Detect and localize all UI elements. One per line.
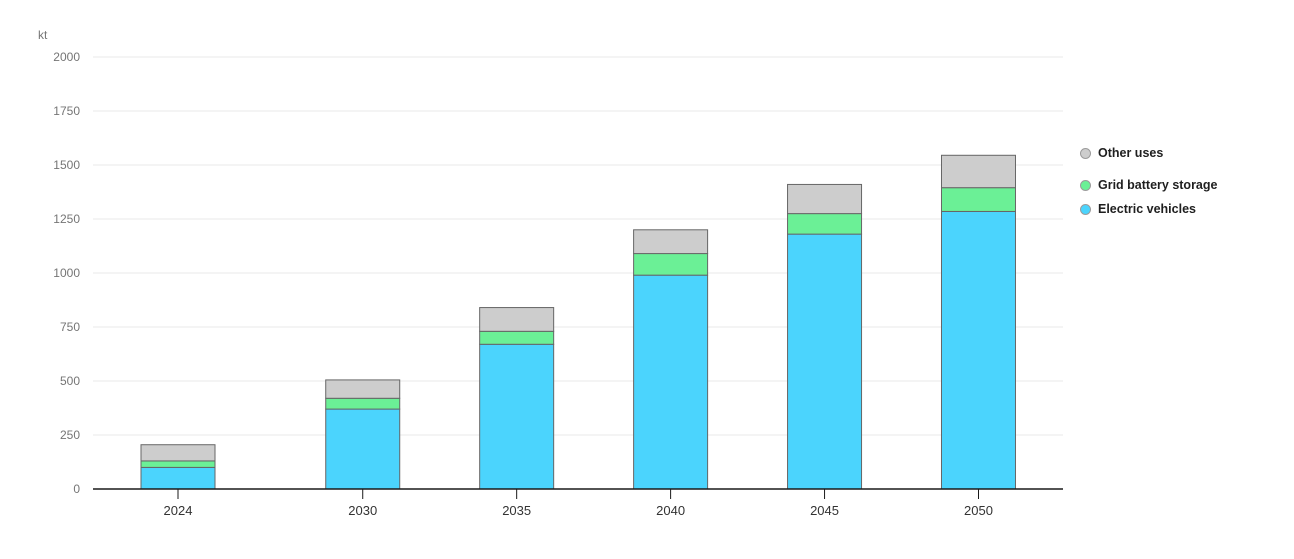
legend-label-grid-battery-storage: Grid battery storage — [1098, 178, 1218, 192]
y-tick-label: 250 — [60, 428, 80, 442]
bar-segment-electric-vehicles-2030 — [325, 408, 401, 490]
y-tick-label: 1250 — [53, 212, 80, 226]
axes-layer: 0 250 500 750 1000 1250 1500 1750 2000 2024 2030 20… — [53, 50, 1063, 518]
y-tick-label: 2000 — [53, 50, 80, 64]
y-tick-label: 0 — [73, 482, 80, 496]
legend-item-electric-vehicles: Electric vehicles — [1080, 202, 1217, 217]
x-tick-label: 2030 — [348, 503, 377, 518]
bar-segment-electric-vehicles-2045 — [787, 233, 863, 490]
y-tick-label: 1750 — [53, 104, 80, 118]
gridlines-layer — [93, 56, 1063, 436]
x-tick-label: 2045 — [810, 503, 839, 518]
bar-segment-other-uses-2024 — [140, 444, 216, 462]
bar-segment-electric-vehicles-2035 — [479, 343, 555, 490]
bar-segment-electric-vehicles-2040 — [633, 274, 709, 490]
y-tick-label: 500 — [60, 374, 80, 388]
x-tick-label: 2040 — [656, 503, 685, 518]
y-tick-label: 750 — [60, 320, 80, 334]
bar-segment-grid-battery-storage-2035 — [479, 330, 555, 345]
y-tick-label: 1000 — [53, 266, 80, 280]
bar-segment-grid-battery-storage-2050 — [940, 187, 1016, 212]
x-tick-label: 2050 — [964, 503, 993, 518]
bar-segment-electric-vehicles-2050 — [940, 210, 1016, 490]
bar-segment-grid-battery-storage-2030 — [325, 397, 401, 410]
bar-segment-other-uses-2050 — [940, 154, 1016, 189]
legend-swatch-grid-battery-storage-icon — [1080, 180, 1091, 191]
x-tick-label: 2035 — [502, 503, 531, 518]
bar-segment-grid-battery-storage-2040 — [633, 253, 709, 276]
bar-segment-electric-vehicles-2024 — [140, 466, 216, 490]
y-tick-label: 1500 — [53, 158, 80, 172]
x-tick-label: 2024 — [164, 503, 193, 518]
legend-label-other-uses: Other uses — [1098, 146, 1164, 160]
bars-layer — [140, 154, 1016, 490]
bar-segment-grid-battery-storage-2024 — [140, 460, 216, 468]
legend-item-grid-battery-storage: Grid battery storage — [1080, 178, 1217, 193]
y-axis-unit-label: kt — [38, 28, 48, 42]
legend-item-other-uses: Other uses — [1080, 146, 1217, 161]
bar-segment-other-uses-2030 — [325, 379, 401, 399]
bar-segment-other-uses-2040 — [633, 229, 709, 255]
bar-segment-other-uses-2035 — [479, 307, 555, 332]
bar-segment-other-uses-2045 — [787, 183, 863, 215]
legend-swatch-other-uses-icon — [1080, 148, 1091, 159]
legend-label-electric-vehicles: Electric vehicles — [1098, 202, 1196, 216]
chart-legend: Other uses Grid battery storage Electric… — [1080, 146, 1217, 217]
legend-swatch-electric-vehicles-icon — [1080, 204, 1091, 215]
bar-segment-grid-battery-storage-2045 — [787, 213, 863, 235]
